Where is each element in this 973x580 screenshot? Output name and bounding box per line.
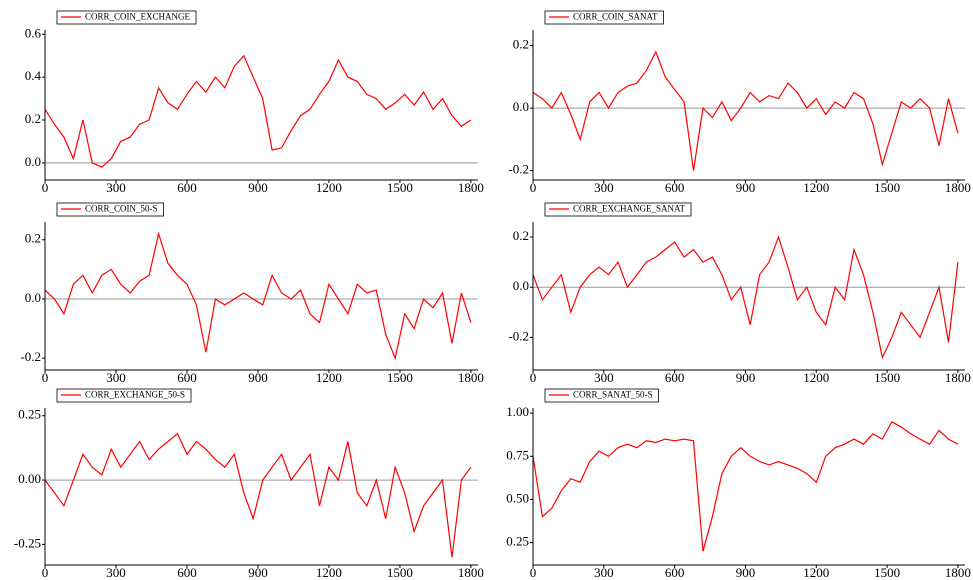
- legend-label: CORR_COIN_50-S: [85, 204, 158, 214]
- legend-box: [544, 388, 659, 403]
- x-tick-label: 1500: [874, 180, 900, 195]
- y-tick-label: 0.2: [513, 37, 529, 52]
- y-tick-label: 0.2: [25, 231, 41, 246]
- legend-label: CORR_COIN_SANAT: [573, 12, 658, 22]
- y-tick-label: 0.25: [506, 534, 529, 549]
- legend-label: CORR_EXCHANGE_50-S: [85, 390, 185, 400]
- y-tick-label: 0.0: [25, 154, 41, 169]
- x-tick-label: 900: [248, 370, 268, 385]
- x-tick-label: 300: [106, 180, 126, 195]
- panel: 0.25 0.00 -0.250 300 600 900 1200 1500 1800 CORR_…: [14, 388, 484, 580]
- y-tick-label: 1.00: [506, 404, 529, 419]
- legend-box: [544, 10, 664, 25]
- line-series: [44, 231, 472, 361]
- x-tick-label: 1200: [803, 180, 829, 195]
- line-series: [44, 54, 472, 168]
- y-tick-label: -0.2: [508, 162, 529, 177]
- line-series: [532, 420, 959, 552]
- x-tick-label: 1200: [316, 180, 342, 195]
- x-tick-label: 600: [665, 180, 685, 195]
- panel: 0.6 0.4 0.2 0.00 300 600 900 1200 1500 1800 CORR_C…: [25, 10, 484, 195]
- x-tick-label: 1500: [387, 180, 413, 195]
- x-tick-label: 1500: [387, 370, 413, 385]
- y-tick-label: 0.0: [513, 278, 529, 293]
- legend-label: CORR_SANAT_50-S: [573, 390, 653, 400]
- y-tick-label: 0.2: [513, 228, 529, 243]
- legend-box: [56, 388, 192, 403]
- y-tick-label: 0.6: [25, 25, 42, 40]
- x-tick-label: 0: [530, 180, 537, 195]
- legend-box: [544, 202, 692, 217]
- line-series: [44, 432, 472, 558]
- x-tick-label: 1200: [316, 370, 342, 385]
- line-series: [532, 235, 959, 360]
- panel: 0.2 0.0 -0.20 300 600 900 1200 1500 1800 CORR_COI…: [20, 202, 484, 385]
- x-tick-label: 1200: [316, 565, 342, 580]
- x-tick-label: 1800: [458, 180, 484, 195]
- panel: 1.00 0.75 0.50 0.25 0 300 600 900 1200 1500 1800 CO…: [506, 388, 971, 580]
- x-tick-label: 0: [530, 565, 537, 580]
- panel: 0.2 0.0 -0.2 0 300 600 900 1200 1500 1800 CORR_EXC…: [508, 202, 971, 385]
- x-tick-label: 0: [530, 370, 537, 385]
- x-tick-label: 900: [248, 565, 268, 580]
- y-tick-label: 0.50: [506, 490, 529, 505]
- x-tick-label: 1800: [945, 180, 971, 195]
- x-tick-label: 0: [42, 180, 49, 195]
- x-tick-label: 300: [594, 565, 614, 580]
- x-tick-label: 600: [177, 565, 197, 580]
- y-tick-label: 0.75: [506, 447, 529, 462]
- x-tick-label: 0: [42, 370, 49, 385]
- panel: 0.2 0.0 -0.20 300 600 900 1200 1500 1800 CORR_COI…: [508, 10, 971, 195]
- x-tick-label: 600: [665, 370, 685, 385]
- x-tick-label: 300: [106, 565, 126, 580]
- x-tick-label: 1500: [387, 565, 413, 580]
- y-tick-label: -0.25: [14, 535, 41, 550]
- x-tick-label: 1200: [803, 370, 829, 385]
- x-tick-label: 300: [594, 180, 614, 195]
- y-tick-label: 0.4: [25, 68, 42, 83]
- y-tick-label: 0.25: [18, 407, 41, 422]
- x-tick-label: 1500: [874, 370, 900, 385]
- x-tick-label: 1800: [458, 370, 484, 385]
- x-tick-label: 1200: [803, 565, 829, 580]
- x-tick-label: 600: [665, 565, 685, 580]
- y-tick-label: 0.2: [25, 111, 41, 126]
- x-tick-label: 300: [106, 370, 126, 385]
- x-tick-label: 1800: [945, 370, 971, 385]
- legend-box: [56, 10, 197, 25]
- line-series: [532, 50, 959, 171]
- y-tick-label: 0.0: [25, 290, 41, 305]
- x-tick-label: 600: [177, 180, 197, 195]
- x-tick-label: 300: [594, 370, 614, 385]
- y-tick-label: -0.2: [20, 349, 41, 364]
- x-tick-label: 900: [736, 370, 756, 385]
- x-tick-label: 1500: [874, 565, 900, 580]
- x-tick-label: 0: [42, 565, 49, 580]
- y-tick-label: -0.2: [508, 328, 529, 343]
- x-tick-label: 900: [736, 565, 756, 580]
- x-tick-label: 900: [248, 180, 268, 195]
- x-tick-label: 1800: [945, 565, 971, 580]
- x-tick-label: 1800: [458, 565, 484, 580]
- x-tick-label: 900: [736, 180, 756, 195]
- legend-box: [56, 202, 164, 217]
- legend-label: CORR_COIN_EXCHANGE: [85, 12, 191, 22]
- y-tick-label: 0.00: [18, 471, 41, 486]
- legend-label: CORR_EXCHANGE_SANAT: [573, 204, 686, 214]
- y-tick-label: 0.0: [513, 99, 529, 114]
- x-tick-label: 600: [177, 370, 197, 385]
